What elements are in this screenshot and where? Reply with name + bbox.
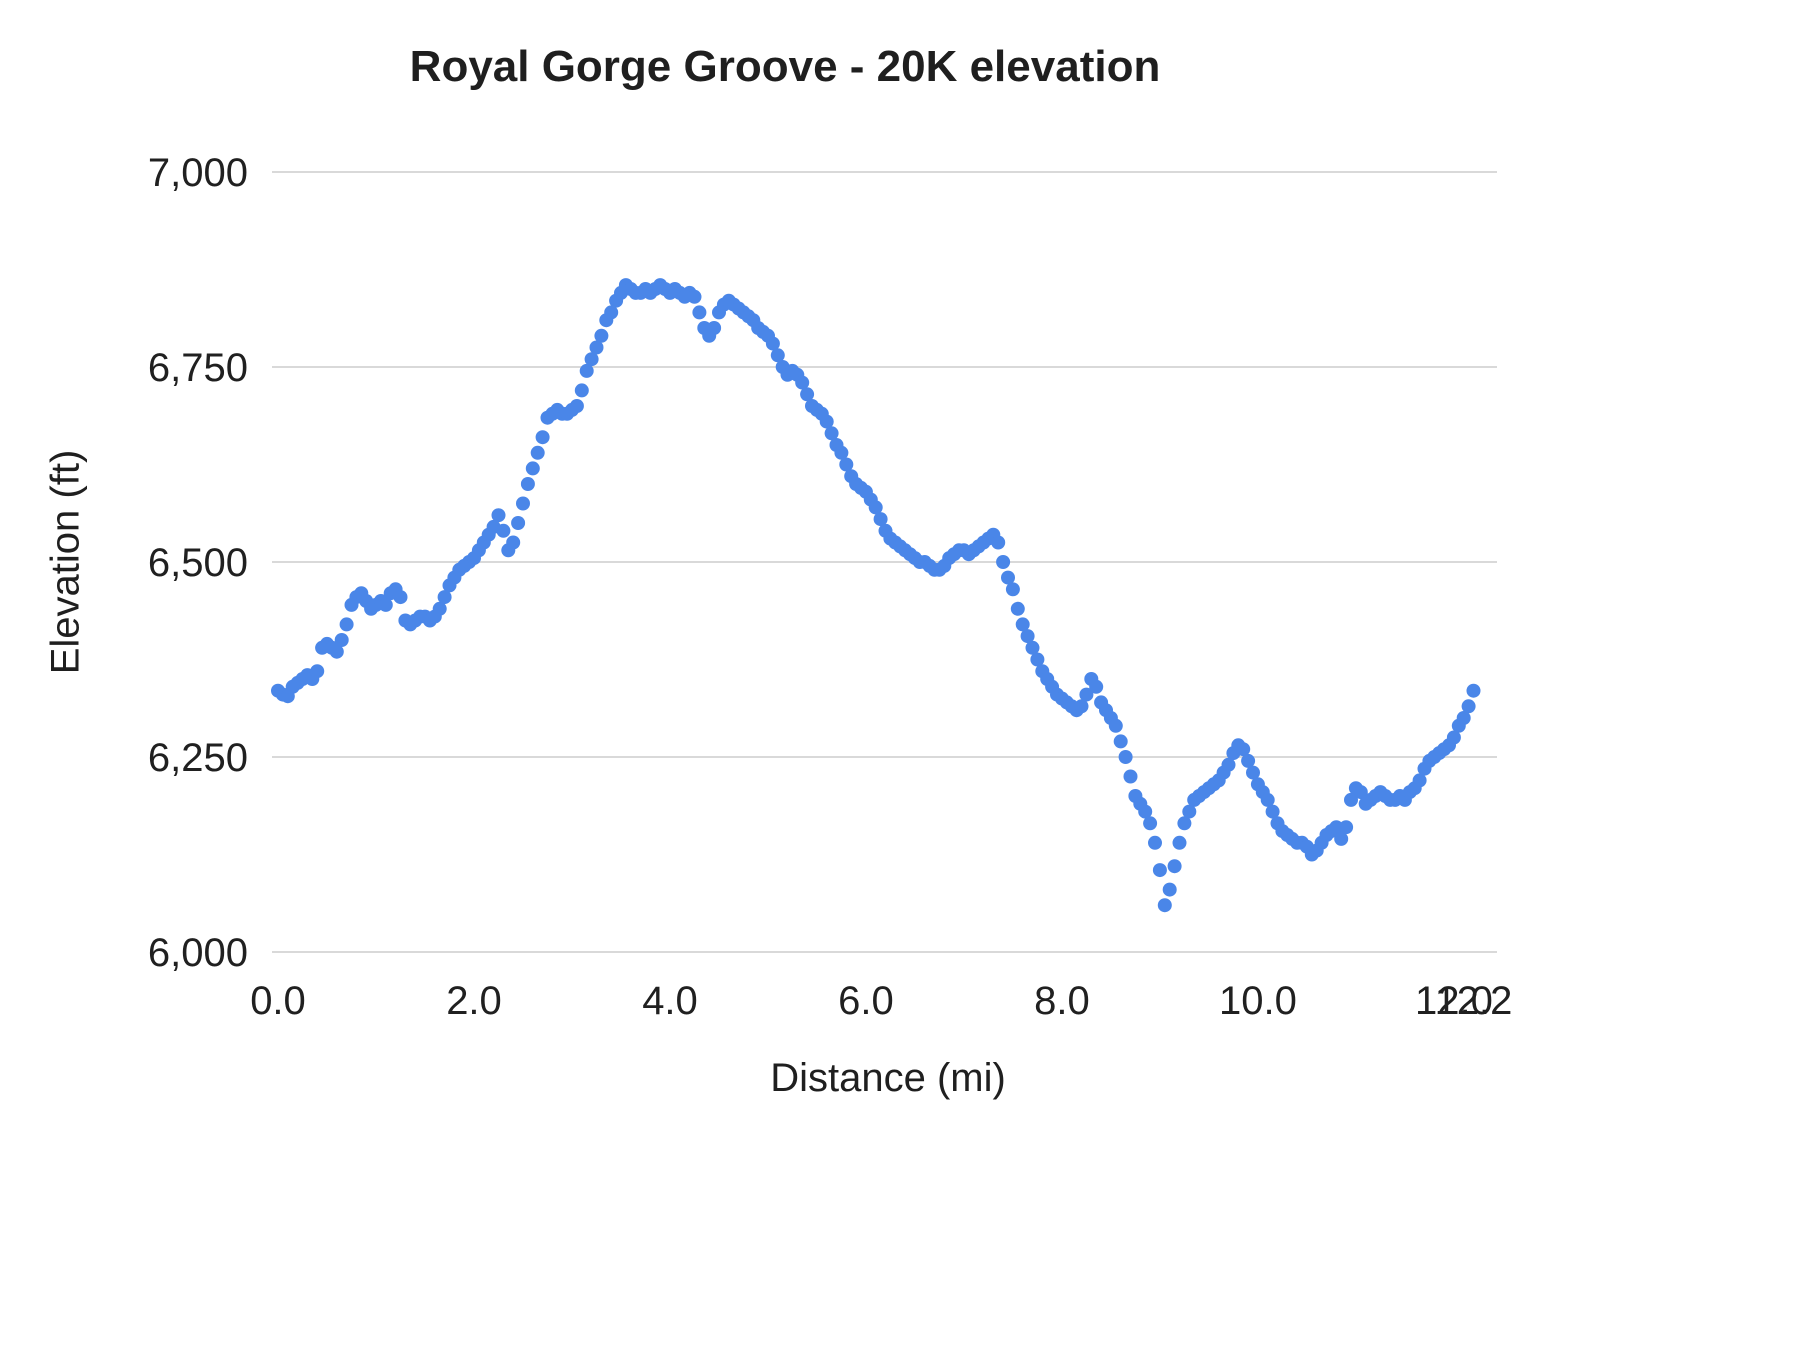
data-point — [594, 328, 609, 343]
y-tick-label: 6,750 — [148, 346, 248, 390]
data-point — [765, 336, 780, 351]
x-tick-label: 10.0 — [1219, 979, 1297, 1023]
data-point — [795, 375, 810, 390]
data-point — [506, 535, 521, 550]
data-point — [1236, 742, 1251, 757]
data-point — [378, 597, 393, 612]
data-point — [584, 352, 599, 367]
data-point — [1015, 617, 1030, 632]
data-point — [1005, 582, 1020, 597]
x-tick-label: 6.0 — [838, 979, 894, 1023]
data-point — [1010, 601, 1025, 616]
x-tick-label: 0.0 — [250, 979, 306, 1023]
data-point — [516, 496, 530, 511]
data-point — [868, 500, 883, 515]
data-point — [996, 555, 1011, 569]
y-tick-label: 6,250 — [148, 736, 248, 780]
data-point — [1074, 699, 1089, 714]
data-point — [692, 305, 707, 320]
data-point — [520, 477, 535, 491]
data-point — [1182, 804, 1197, 819]
data-point — [491, 508, 506, 523]
data-point — [770, 348, 785, 363]
x-tick-label: 12.2 — [1435, 979, 1513, 1023]
data-point — [1334, 831, 1349, 846]
data-point — [1138, 804, 1153, 819]
data-point — [329, 644, 344, 659]
data-point — [1167, 859, 1182, 874]
data-point — [1265, 804, 1280, 819]
y-tick-label: 7,000 — [148, 151, 248, 195]
data-point — [310, 664, 325, 679]
data-point — [824, 426, 839, 441]
data-point — [432, 601, 447, 616]
data-point — [1353, 785, 1368, 800]
data-point — [1001, 570, 1015, 585]
data-point — [1157, 898, 1172, 913]
chart-title: Royal Gorge Groove - 20K elevation — [409, 42, 1161, 91]
data-point — [1113, 734, 1128, 749]
data-point — [437, 590, 452, 605]
y-tick-label: 6,000 — [148, 931, 248, 975]
data-point — [873, 512, 888, 527]
data-point — [1123, 769, 1138, 784]
x-tick-label: 2.0 — [446, 979, 502, 1023]
data-point — [1461, 699, 1476, 714]
data-point — [1108, 718, 1123, 733]
data-point — [569, 399, 584, 413]
data-point — [1466, 683, 1481, 698]
data-point — [1260, 792, 1275, 807]
data-point — [1025, 640, 1040, 655]
data-point — [834, 445, 849, 460]
data-point — [1177, 816, 1192, 831]
data-point — [991, 535, 1006, 550]
data-point — [687, 289, 702, 304]
data-point — [1143, 816, 1158, 831]
data-point — [574, 383, 589, 398]
data-point — [511, 516, 526, 530]
data-point — [1172, 835, 1187, 850]
data-point — [530, 445, 545, 460]
data-point — [1329, 820, 1344, 835]
data-point — [1246, 765, 1260, 780]
data-point — [1446, 730, 1461, 745]
data-point — [589, 340, 604, 355]
data-point — [1089, 679, 1104, 694]
data-point — [604, 305, 619, 320]
data-point — [1162, 882, 1177, 897]
data-point — [334, 633, 349, 647]
data-point — [839, 457, 854, 472]
data-point — [579, 363, 594, 378]
data-point — [393, 590, 408, 605]
x-tick-label: 8.0 — [1034, 979, 1090, 1023]
x-tick-label: 4.0 — [642, 979, 698, 1023]
data-point — [496, 523, 511, 538]
data-point — [1148, 835, 1162, 850]
data-point — [1152, 863, 1167, 878]
x-tick-label: 12.0 — [1415, 979, 1493, 1023]
data-point — [525, 461, 540, 476]
data-point — [1344, 792, 1358, 807]
data-point — [707, 321, 722, 335]
data-point — [1079, 687, 1094, 702]
data-point — [1456, 711, 1471, 725]
data-point — [1118, 750, 1133, 764]
data-point — [535, 430, 550, 445]
data-point — [1339, 820, 1354, 835]
data-point — [1412, 773, 1427, 788]
data-point — [1030, 652, 1045, 667]
data-point — [1020, 629, 1035, 644]
data-point — [339, 617, 354, 632]
data-point — [819, 414, 834, 429]
data-point — [1221, 757, 1236, 772]
y-tick-label: 6,500 — [148, 541, 248, 585]
data-point — [800, 387, 815, 402]
data-point — [1241, 753, 1256, 768]
elevation-series — [271, 278, 1481, 913]
x-axis-title: Distance (mi) — [770, 1056, 1006, 1100]
